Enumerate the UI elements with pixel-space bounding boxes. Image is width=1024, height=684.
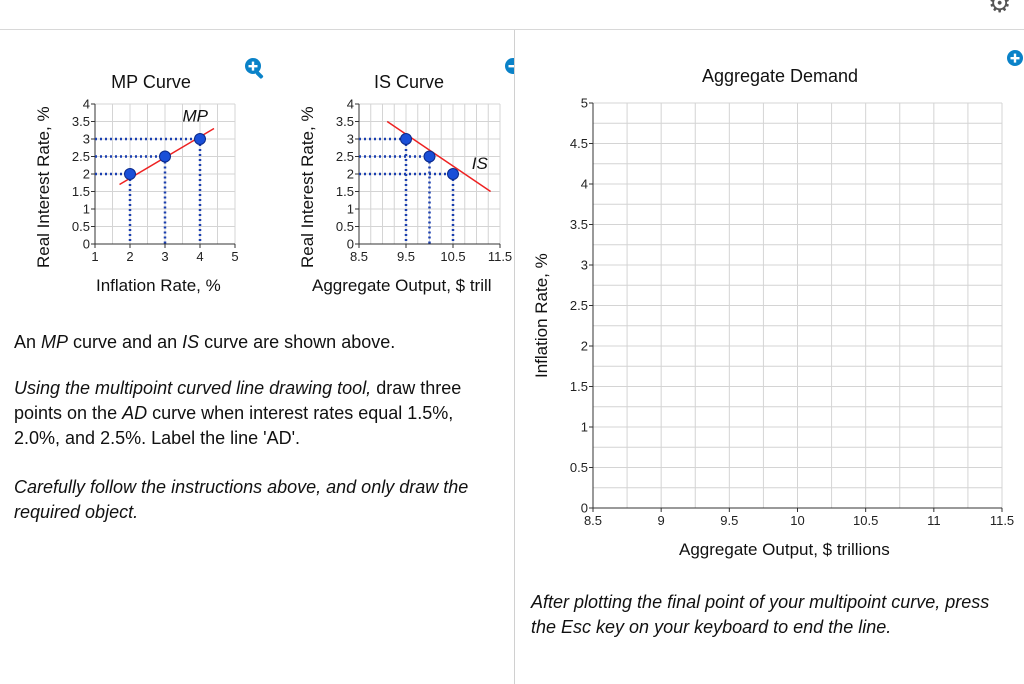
data-point bbox=[159, 150, 171, 163]
y-tick-label: 1.5 bbox=[336, 184, 354, 199]
y-tick-label: 2.5 bbox=[72, 149, 90, 164]
x-tick-label: 10 bbox=[790, 513, 804, 528]
y-tick-label: 3.5 bbox=[570, 217, 588, 232]
x-tick-label: 10.5 bbox=[440, 249, 465, 264]
instructions-text: Using the multipoint curved line drawing… bbox=[14, 378, 462, 448]
y-tick-label: 5 bbox=[581, 96, 588, 111]
x-tick-label: 1 bbox=[91, 249, 98, 264]
y-tick-label: 2 bbox=[581, 339, 588, 354]
data-point bbox=[400, 133, 412, 145]
mp-chart-title: MP Curve bbox=[111, 72, 191, 92]
data-point bbox=[124, 168, 136, 180]
x-tick-label: 2 bbox=[126, 249, 133, 264]
data-point bbox=[447, 168, 459, 180]
y-tick-label: 4 bbox=[347, 97, 354, 112]
data-point bbox=[423, 150, 436, 163]
curve-label: IS bbox=[472, 154, 489, 173]
x-tick-label: 11.5 bbox=[990, 513, 1014, 528]
y-tick-label: 2 bbox=[347, 167, 354, 182]
zoom-in-icon[interactable] bbox=[502, 56, 514, 80]
x-tick-label: 9.5 bbox=[397, 249, 415, 264]
y-tick-label: 3 bbox=[581, 258, 588, 273]
x-tick-label: 9.5 bbox=[720, 513, 738, 528]
ad-chart[interactable]: 00.511.522.533.544.558.5 9 9.5 10 10.5 11 11.5 bbox=[0, 0, 1024, 560]
is-chart-title: IS Curve bbox=[373, 72, 445, 92]
y-tick-label: 0 bbox=[581, 501, 588, 516]
y-tick-label: 4 bbox=[83, 97, 90, 112]
y-tick-label: 0.5 bbox=[72, 219, 90, 234]
y-tick-label: 3.5 bbox=[336, 114, 354, 129]
y-tick-label: 0 bbox=[83, 237, 90, 252]
x-tick-label: 3 bbox=[161, 249, 168, 264]
y-tick-label: 0.5 bbox=[336, 219, 354, 234]
y-tick-label: 0.5 bbox=[570, 460, 588, 475]
gear-icon[interactable]: ⚙ bbox=[988, 0, 1012, 18]
zoom-in-icon[interactable] bbox=[1004, 48, 1024, 72]
description-text: An MP curve and an IS curve are shown ab… bbox=[14, 332, 396, 352]
zoom-in-icon[interactable] bbox=[242, 56, 266, 80]
mp-chart[interactable]: 00.511.522.533.541 2 3 4 5MP bbox=[0, 0, 300, 300]
x-tick-label: 10.5 bbox=[853, 513, 878, 528]
ad-chart-title: Aggregate Demand bbox=[701, 66, 859, 86]
x-tick-label: 9 bbox=[658, 513, 665, 528]
careful-note: Carefully follow the instructions above,… bbox=[14, 477, 469, 522]
x-tick-label: 5 bbox=[231, 249, 238, 264]
y-tick-label: 1 bbox=[83, 202, 90, 217]
is-chart[interactable]: 00.511.522.533.548.5 9.5 10.5 11.5IS bbox=[0, 0, 514, 300]
y-tick-label: 4 bbox=[581, 177, 588, 192]
y-tick-label: 1.5 bbox=[72, 184, 90, 199]
is-x-axis-label: Aggregate Output, $ trill bbox=[312, 276, 492, 295]
y-tick-label: 2 bbox=[83, 167, 90, 182]
ad-x-axis-label: Aggregate Output, $ trillions bbox=[679, 540, 890, 559]
curve-label: MP bbox=[183, 107, 209, 126]
data-point bbox=[194, 133, 206, 145]
y-tick-label: 2.5 bbox=[570, 298, 588, 313]
y-tick-label: 3.5 bbox=[72, 114, 90, 129]
top-border bbox=[0, 29, 1024, 30]
x-tick-label: 11 bbox=[927, 513, 941, 528]
x-tick-label: 8.5 bbox=[350, 249, 368, 264]
mp-x-axis-label: Inflation Rate, % bbox=[96, 276, 221, 295]
after-note: After plotting the final point of your m… bbox=[531, 592, 990, 637]
curve-line bbox=[386, 120, 492, 193]
x-tick-label: 4 bbox=[196, 249, 203, 264]
panel-divider bbox=[514, 30, 515, 684]
x-tick-label: 8.5 bbox=[584, 513, 602, 528]
y-tick-label: 3 bbox=[347, 132, 354, 147]
x-tick-label: 11.5 bbox=[488, 249, 512, 264]
y-tick-label: 0 bbox=[347, 237, 354, 252]
y-tick-label: 2.5 bbox=[336, 149, 354, 164]
y-tick-label: 1.5 bbox=[570, 379, 588, 394]
y-tick-label: 4.5 bbox=[570, 136, 588, 151]
y-tick-label: 1 bbox=[581, 420, 588, 435]
y-tick-label: 1 bbox=[347, 202, 354, 217]
y-tick-label: 3 bbox=[83, 132, 90, 147]
